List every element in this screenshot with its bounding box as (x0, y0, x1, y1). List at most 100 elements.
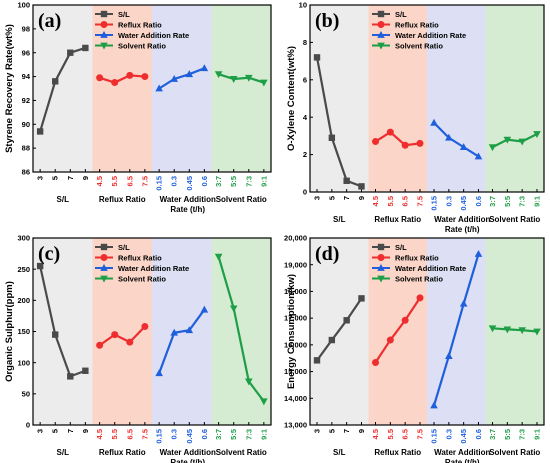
y-tick-label: 100 (17, 1, 30, 10)
y-tick-label: 100 (17, 358, 30, 367)
x-tick-label: 0.3 (170, 429, 179, 439)
data-point (52, 331, 59, 338)
panel-tag: (d) (315, 243, 339, 265)
x-group-label: S/L (57, 195, 70, 204)
series-line (99, 74, 145, 84)
group-band (427, 5, 486, 192)
x-group-label: S/L (333, 448, 346, 457)
x-tick-label: 0.6 (200, 429, 209, 439)
x-tick-label: 5 (51, 429, 60, 433)
x-tick-label: 7 (342, 429, 351, 433)
x-tick-label: 0.3 (170, 176, 179, 186)
data-point (416, 139, 424, 147)
data-point (401, 141, 409, 149)
x-tick-label: 6.5 (401, 196, 410, 206)
x-tick-label: 4.5 (95, 429, 104, 439)
plot-frame (309, 237, 545, 426)
x-tick-label: 9:1 (532, 196, 541, 207)
data-point (244, 74, 253, 82)
series-line (218, 73, 265, 84)
data-point (229, 76, 238, 83)
x-group-label: Water Addition Rate (t/h) (160, 195, 216, 214)
x-tick-label: 0.15 (430, 429, 439, 444)
x-tick-label: 7.5 (415, 196, 424, 206)
series-line (99, 325, 146, 347)
x-tick-label: 6.5 (401, 429, 410, 439)
x-group-label: S/L (333, 215, 346, 224)
y-tick-label: 150 (17, 327, 30, 336)
y-tick-label: 250 (17, 265, 30, 274)
x-tick-label: 9 (81, 176, 90, 180)
data-point (214, 71, 223, 79)
data-point (372, 358, 380, 366)
x-tick-label: 5 (327, 196, 336, 200)
x-group-label: Reflux Ratio (99, 448, 146, 457)
x-tick-label: 0.15 (155, 176, 164, 191)
data-point (386, 336, 394, 344)
data-point (214, 253, 223, 261)
series-line (374, 130, 421, 147)
x-tick-label: 9 (357, 196, 366, 200)
data-point (503, 136, 512, 144)
data-point (82, 367, 89, 374)
series-line (316, 297, 363, 361)
x-tick-label: 5 (327, 429, 336, 433)
x-tick-label: 5:5 (503, 196, 512, 207)
data-point (170, 328, 179, 336)
legend-marker (100, 275, 108, 283)
data-point (343, 177, 350, 184)
legend-marker (377, 31, 385, 38)
y-tick-label: 4 (303, 113, 308, 122)
y-tick-label: 88 (22, 144, 30, 153)
legend-label: Reflux Ratio (395, 20, 439, 29)
data-point (518, 327, 526, 335)
data-point (313, 357, 321, 364)
x-tick-label: 4.5 (371, 196, 380, 206)
data-point (111, 331, 119, 339)
legend-label: Solvent Ratio (118, 274, 166, 283)
x-tick-label: 0.6 (474, 429, 483, 439)
legend-marker (100, 21, 108, 28)
x-tick-label: 9:1 (532, 429, 541, 440)
y-tick-label: 2 (303, 150, 307, 159)
data-point (96, 74, 104, 82)
x-tick-label: 7.5 (140, 176, 149, 186)
x-group-label: Reflux Ratio (374, 448, 421, 457)
chart-panel-a: 86 88 90 92 94 96 98 100 Styrene Recovery Rate(w… (4, 1, 272, 214)
x-tick-label: 3:7 (488, 429, 497, 440)
data-point (474, 250, 483, 257)
data-point (141, 323, 149, 331)
legend-marker (377, 275, 385, 283)
y-tick-label: 10 (299, 1, 307, 10)
legend-marker (100, 254, 108, 261)
data-point (67, 49, 74, 56)
x-group-label: Reflux Ratio (374, 215, 421, 224)
x-tick-label: 0.6 (474, 196, 483, 206)
x-tick-label: 0.3 (444, 196, 453, 206)
x-group-label: S/L (57, 448, 70, 457)
data-point (200, 305, 209, 313)
legend-label: Water Addition Rate (118, 264, 189, 273)
x-tick-label: 7.5 (415, 429, 424, 439)
x-group-label: Water Addition Rate (t/h) (160, 448, 216, 463)
x-tick-label: 7.5 (140, 429, 149, 439)
data-point (430, 118, 438, 126)
data-point (488, 144, 497, 152)
data-point (445, 133, 453, 141)
x-tick-label: 3 (36, 176, 45, 180)
data-point (185, 70, 194, 78)
y-axis-label: Organic Sulphur(ppm) (4, 281, 15, 382)
group-band (485, 5, 544, 192)
series-line (433, 122, 480, 158)
data-point (533, 328, 541, 336)
x-tick-label: 4.5 (95, 176, 104, 186)
data-point (533, 131, 541, 139)
series-line (432, 253, 480, 406)
data-point (260, 79, 268, 87)
y-tick-label: 13,000 (284, 421, 307, 430)
legend-marker (377, 264, 385, 271)
panel-tag: (b) (315, 10, 339, 32)
data-point (328, 336, 336, 344)
legend-marker (377, 21, 385, 28)
